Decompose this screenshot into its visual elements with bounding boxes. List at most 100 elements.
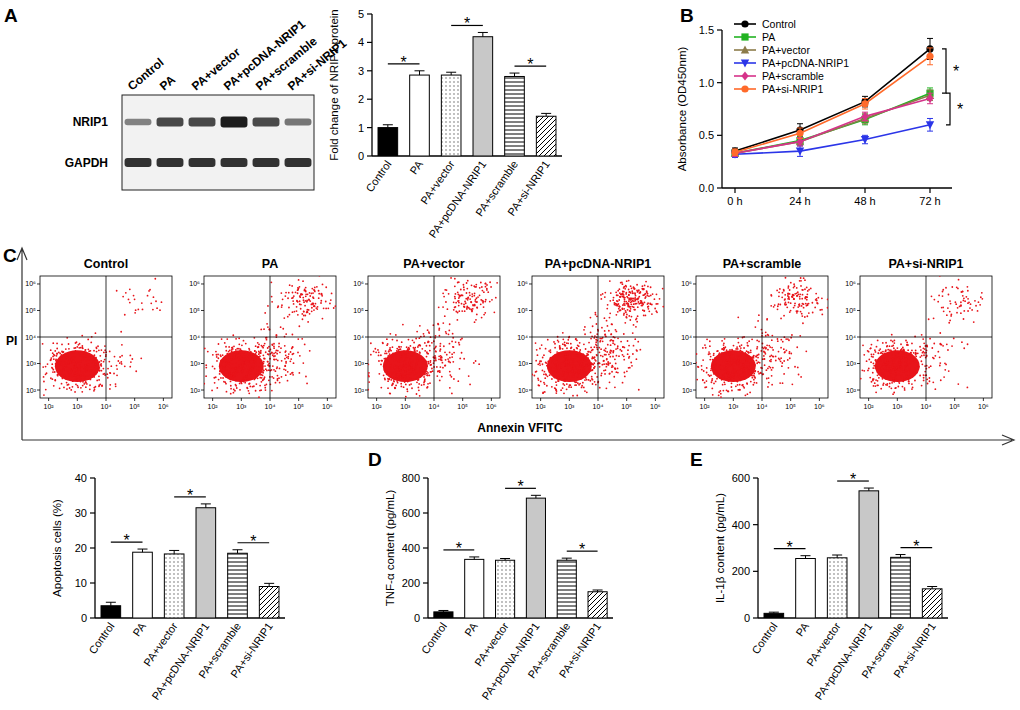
event xyxy=(422,369,424,371)
event xyxy=(154,278,156,280)
event xyxy=(226,353,228,355)
event xyxy=(407,380,409,382)
event xyxy=(471,310,473,312)
event xyxy=(399,359,401,361)
x-tick xyxy=(864,188,865,193)
event xyxy=(239,356,241,358)
event xyxy=(83,356,85,358)
y-tick-label: 10⁵ xyxy=(189,307,200,314)
event xyxy=(243,359,245,361)
event xyxy=(241,358,243,360)
event xyxy=(129,288,131,290)
event xyxy=(87,348,89,350)
event xyxy=(285,350,287,352)
event xyxy=(403,375,405,377)
x-tick-label: 10⁶ xyxy=(322,403,333,410)
y-tick-label: 10⁴ xyxy=(189,334,200,341)
event xyxy=(409,372,411,374)
event xyxy=(68,363,70,365)
event xyxy=(94,354,96,356)
event xyxy=(378,373,380,375)
event xyxy=(300,293,302,295)
event xyxy=(398,346,400,348)
event xyxy=(463,358,465,360)
event xyxy=(318,290,320,292)
event xyxy=(239,352,241,354)
event xyxy=(404,360,406,362)
event xyxy=(412,371,414,373)
event xyxy=(226,338,228,340)
event xyxy=(254,360,256,362)
event xyxy=(264,384,266,386)
y-tick-label: 3 xyxy=(358,65,364,77)
event xyxy=(56,348,58,350)
event xyxy=(71,356,73,358)
event xyxy=(52,352,54,354)
event xyxy=(395,369,397,371)
event xyxy=(267,361,269,363)
event xyxy=(430,360,432,362)
event xyxy=(284,351,286,353)
event xyxy=(427,386,429,388)
significance-label: * xyxy=(527,56,533,73)
event xyxy=(394,387,396,389)
event xyxy=(400,346,402,348)
event xyxy=(317,306,319,308)
event xyxy=(264,387,266,389)
event xyxy=(229,372,231,374)
event xyxy=(262,372,264,374)
event xyxy=(42,343,44,345)
event xyxy=(418,379,420,381)
event xyxy=(103,361,105,363)
event xyxy=(220,377,222,379)
event xyxy=(323,307,325,309)
event xyxy=(405,367,407,369)
event xyxy=(484,283,486,285)
event xyxy=(290,358,292,360)
event xyxy=(273,345,275,347)
event xyxy=(388,351,390,353)
event xyxy=(237,371,239,373)
event xyxy=(231,379,233,381)
error-bar xyxy=(446,72,456,75)
event xyxy=(306,310,308,312)
event xyxy=(410,345,412,347)
event xyxy=(212,354,214,356)
panel-letter: B xyxy=(680,5,694,26)
error-cap xyxy=(927,64,933,65)
event xyxy=(389,353,391,355)
event xyxy=(241,358,243,360)
event xyxy=(288,353,290,355)
event xyxy=(402,353,404,355)
event xyxy=(256,375,258,377)
nrip1-band xyxy=(157,117,184,126)
event xyxy=(82,347,84,349)
event xyxy=(247,361,249,363)
error-cap xyxy=(415,70,425,71)
x-tick-label: 72 h xyxy=(919,195,940,207)
x-tick-label: PA xyxy=(407,158,425,177)
nrip1-band xyxy=(189,117,216,126)
event xyxy=(398,370,400,372)
event xyxy=(407,354,409,356)
frame-arrow-y xyxy=(17,248,27,440)
event xyxy=(474,292,476,294)
event xyxy=(77,344,79,346)
event xyxy=(382,342,384,344)
x-tick-label: 10³ xyxy=(72,403,83,410)
event xyxy=(448,361,450,363)
event xyxy=(107,377,109,379)
event xyxy=(281,304,283,306)
bar xyxy=(410,75,430,156)
event xyxy=(438,328,440,330)
event xyxy=(225,350,227,352)
legend-label: PA+pcDNA-NRIP1 xyxy=(762,57,849,69)
event xyxy=(81,345,83,347)
event xyxy=(406,350,408,352)
legend-marker xyxy=(741,20,748,27)
event xyxy=(59,353,61,355)
event xyxy=(450,376,452,378)
x-tick-label: 10⁴ xyxy=(429,403,440,410)
event xyxy=(255,351,257,353)
event xyxy=(250,360,252,362)
